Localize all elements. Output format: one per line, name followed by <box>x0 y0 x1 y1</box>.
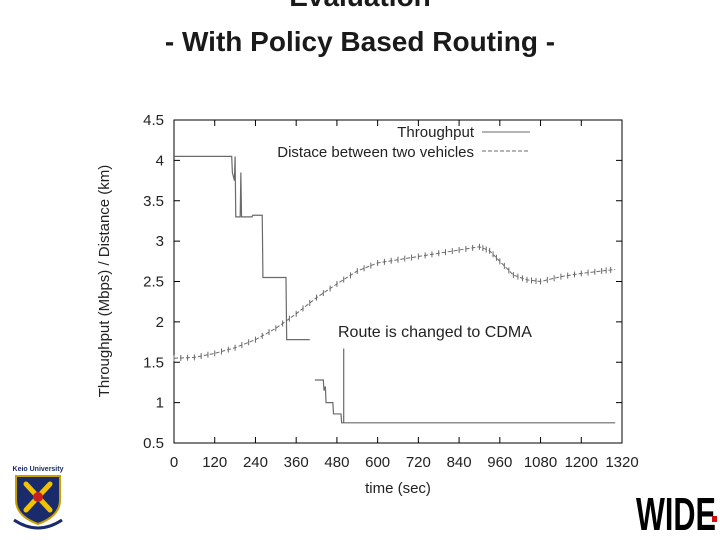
y-tick-label: 1 <box>156 395 164 412</box>
distance-line <box>173 246 616 359</box>
y-tick-label: 3 <box>156 233 164 250</box>
throughput-line <box>314 379 616 424</box>
route-change-annotation: Route is changed to CDMA <box>338 324 532 341</box>
x-tick-label: 360 <box>284 454 309 471</box>
plot-frame <box>173 119 623 444</box>
wide-logo-accent-icon <box>712 516 717 522</box>
slide-title-line2: - With Policy Based Routing - <box>164 26 556 57</box>
legend-label-throughput: Throughput <box>397 124 475 141</box>
y-tick-label: 3.5 <box>143 193 164 210</box>
x-tick-label: 840 <box>447 454 472 471</box>
y-tick-label: 1.5 <box>143 354 164 371</box>
x-tick-label: 1200 <box>565 454 598 471</box>
keio-university-logo: Keio University <box>13 466 64 530</box>
x-tick-label: 1080 <box>524 454 557 471</box>
y-tick-label: 2.5 <box>143 274 164 291</box>
y-axis-label: Throughput (Mbps) / Distance (km) <box>96 165 113 398</box>
x-tick-label: 1320 <box>605 454 638 471</box>
wide-logo: WIDE <box>636 488 717 534</box>
x-axis-label: time (sec) <box>365 480 431 497</box>
x-tick-label: 240 <box>243 454 268 471</box>
throughput-line <box>174 155 310 341</box>
legend: Throughput Distace between two vehicles <box>277 124 530 161</box>
slide-title-line1: Evaluation <box>0 0 720 11</box>
x-tick-label: 120 <box>202 454 227 471</box>
keio-logo-text: Keio University <box>13 466 64 473</box>
x-tick-label: 480 <box>324 454 349 471</box>
y-tick-label: 4 <box>156 152 164 169</box>
y-tick-label: 0.5 <box>143 435 164 452</box>
series-layer <box>173 155 616 424</box>
shield-center-icon <box>33 492 43 502</box>
wide-logo-text: WIDE <box>636 488 716 534</box>
y-tick-label: 2 <box>156 314 164 331</box>
axis-ticks: 0 120 240 360 480 600 720 840 960 1080 1200 1320 0.5… <box>143 112 639 471</box>
legend-label-distance: Distace between two vehicles <box>277 144 474 161</box>
keio-ribbon-icon <box>13 518 63 530</box>
x-tick-label: 720 <box>406 454 431 471</box>
x-tick-label: 600 <box>365 454 390 471</box>
x-tick-label: 0 <box>170 454 178 471</box>
y-tick-label: 4.5 <box>143 112 164 129</box>
x-tick-label: 960 <box>487 454 512 471</box>
